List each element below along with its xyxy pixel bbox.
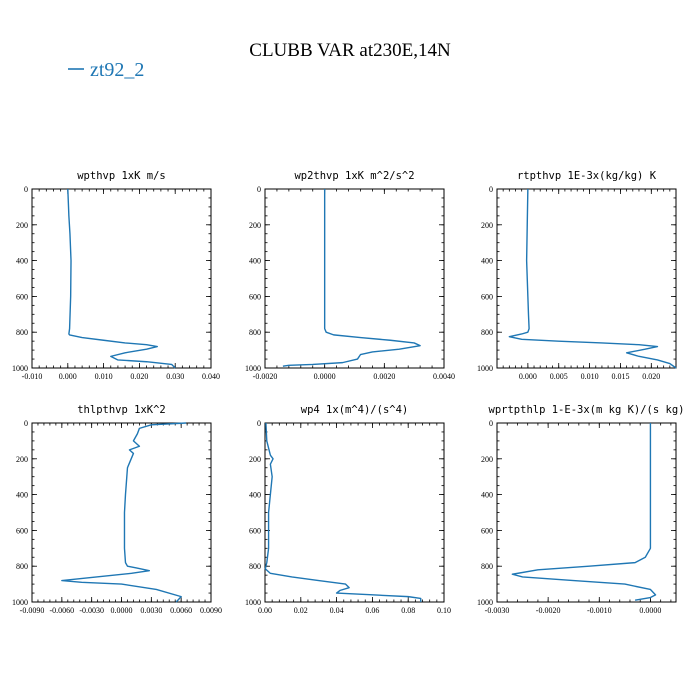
x-tick-label: 0.0060 — [170, 606, 192, 615]
x-tick-label: 0.010 — [581, 372, 599, 381]
plot-frame — [31, 188, 212, 369]
y-tick-label: 0 — [24, 419, 28, 428]
x-tick-label: -0.0030 — [485, 606, 510, 615]
y-tick-label: 600 — [481, 526, 493, 535]
subplot-title: wp2thvp 1xK m^2/s^2 — [294, 170, 414, 182]
x-tick-label: 0.02 — [294, 606, 308, 615]
subplot-4: thlpthvp 1xK^2 0 200 400 600 800 1000-0.0090 -0… — [12, 404, 222, 615]
x-tick-label: 0.10 — [437, 606, 451, 615]
x-tick-label: -0.0010 — [587, 606, 612, 615]
subplot-2: wp2thvp 1xK m^2/s^2 0 200 400 600 800 1000-0.0… — [245, 170, 455, 381]
series-line — [264, 422, 422, 602]
y-tick-label: 400 — [249, 257, 261, 266]
subplot-title: thlpthvp 1xK^2 — [77, 404, 166, 416]
x-tick-label: 0.00 — [258, 606, 272, 615]
x-tick-label: -0.010 — [22, 372, 43, 381]
y-tick-label: 1000 — [245, 598, 261, 607]
x-tick-label: 0.020 — [642, 372, 660, 381]
subplot-title: wprtpthlp 1-E-3x(m kg K)/(s kg) — [489, 404, 685, 416]
y-tick-label: 800 — [249, 562, 261, 571]
plot-frame — [264, 422, 445, 603]
x-tick-label: 0.040 — [202, 372, 220, 381]
y-tick-label: 200 — [481, 455, 493, 464]
y-tick-label: 0 — [257, 419, 261, 428]
y-tick-label: 400 — [16, 491, 28, 500]
y-tick-label: 1000 — [477, 598, 493, 607]
y-tick-label: 800 — [249, 328, 261, 337]
x-tick-label: 0.06 — [365, 606, 379, 615]
y-tick-label: 400 — [481, 257, 493, 266]
x-tick-label: -0.0060 — [49, 606, 74, 615]
subplot-title: wp4 1x(m^4)/(s^4) — [301, 404, 408, 416]
subplot-title: wpthvp 1xK m/s — [77, 170, 166, 182]
legend: zt92_2 — [68, 59, 144, 81]
series-line — [508, 188, 677, 369]
y-tick-label: 0 — [24, 185, 28, 194]
y-tick-label: 400 — [16, 257, 28, 266]
y-tick-label: 1000 — [12, 364, 28, 373]
plot-frame — [496, 422, 677, 603]
x-tick-label: 0.0030 — [140, 606, 162, 615]
y-tick-label: 0 — [257, 185, 261, 194]
x-tick-label: -0.0020 — [253, 372, 278, 381]
y-tick-label: 1000 — [477, 364, 493, 373]
plot-frame — [264, 188, 445, 369]
x-tick-label: 0.010 — [95, 372, 113, 381]
y-tick-label: 600 — [249, 292, 261, 301]
x-tick-label: 0.0000 — [639, 606, 661, 615]
x-tick-label: -0.0090 — [20, 606, 45, 615]
x-tick-label: 0.0000 — [111, 606, 133, 615]
y-tick-label: 200 — [481, 221, 493, 230]
y-tick-label: 800 — [16, 562, 28, 571]
y-tick-label: 1000 — [12, 598, 28, 607]
x-tick-label: -0.0030 — [79, 606, 104, 615]
y-tick-label: 800 — [481, 328, 493, 337]
x-tick-label: -0.0020 — [536, 606, 561, 615]
series-line — [61, 422, 187, 603]
x-tick-label: 0.015 — [611, 372, 629, 381]
x-tick-label: 0.000 — [59, 372, 77, 381]
subplot-1: wpthvp 1xK m/s 0 200 400 600 800 1000-0.010 0.0… — [12, 170, 220, 381]
y-tick-label: 0 — [489, 419, 493, 428]
y-tick-label: 800 — [481, 562, 493, 571]
x-tick-label: 0.0090 — [200, 606, 222, 615]
y-tick-label: 600 — [16, 526, 28, 535]
y-tick-label: 600 — [249, 526, 261, 535]
x-tick-label: 0.020 — [130, 372, 148, 381]
x-tick-label: 0.08 — [401, 606, 415, 615]
y-tick-label: 200 — [249, 221, 261, 230]
legend-label: zt92_2 — [90, 59, 144, 81]
series-line — [282, 189, 421, 367]
subplot-6: wprtpthlp 1-E-3x(m kg K)/(s kg) 0 200 400 60… — [477, 404, 684, 615]
y-tick-label: 1000 — [245, 364, 261, 373]
x-tick-label: 0.04 — [330, 606, 344, 615]
plot-frame — [496, 188, 677, 369]
y-tick-label: 200 — [16, 455, 28, 464]
y-tick-label: 600 — [481, 292, 493, 301]
y-tick-label: 800 — [16, 328, 28, 337]
x-tick-label: 0.0040 — [433, 372, 455, 381]
x-tick-label: 0.0020 — [373, 372, 395, 381]
y-tick-label: 400 — [481, 491, 493, 500]
x-tick-label: 0.030 — [166, 372, 184, 381]
figure-title: CLUBB VAR at230E,14N — [249, 40, 451, 61]
series-line — [511, 423, 657, 601]
x-tick-label: 0.000 — [519, 372, 537, 381]
y-tick-label: 0 — [489, 185, 493, 194]
y-tick-label: 200 — [249, 455, 261, 464]
x-tick-label: 0.005 — [550, 372, 568, 381]
y-tick-label: 400 — [249, 491, 261, 500]
subplot-title: rtpthvp 1E-3x(kg/kg) K — [517, 170, 657, 182]
y-tick-label: 200 — [16, 221, 28, 230]
series-line — [67, 188, 176, 369]
plot-frame — [31, 422, 212, 603]
x-tick-label: 0.0000 — [314, 372, 336, 381]
subplot-3: rtpthvp 1E-3x(kg/kg) K 0 200 400 600 800 1000 0… — [477, 170, 677, 381]
y-tick-label: 600 — [16, 292, 28, 301]
